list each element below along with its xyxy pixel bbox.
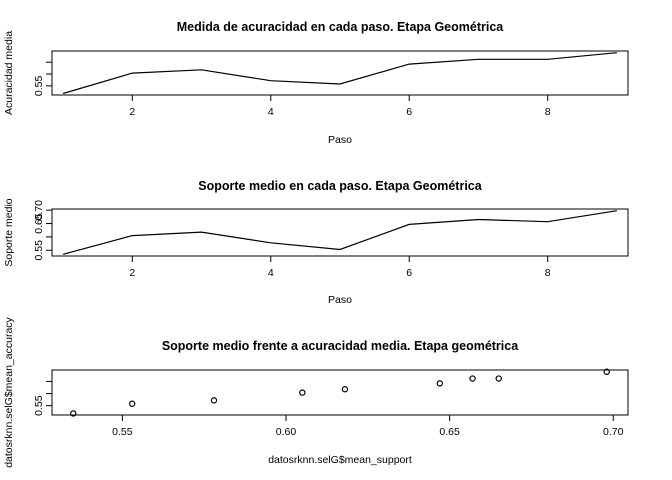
x-tick-label: 4 xyxy=(268,106,274,118)
data-point xyxy=(128,400,136,407)
data-point xyxy=(299,389,306,396)
x-tick-label: 2 xyxy=(129,267,135,279)
data-point xyxy=(70,410,77,417)
chart-title: Soporte medio frente a acuracidad media.… xyxy=(162,339,519,353)
x-axis-label: Paso xyxy=(328,134,352,146)
chart-panel-2: Soporte medio en cada paso. Etapa Geomét… xyxy=(3,179,629,306)
x-tick-label: 6 xyxy=(406,267,412,279)
x-tick-label: 0.55 xyxy=(112,426,133,438)
data-point xyxy=(495,375,502,382)
y-axis: 0.55 xyxy=(33,61,52,97)
x-tick-label: 2 xyxy=(129,106,135,118)
scatter-points xyxy=(70,368,610,417)
y-tick-label: 0.70 xyxy=(33,200,45,221)
x-tick-label: 8 xyxy=(545,267,551,279)
y-axis: 0.55 xyxy=(33,380,52,416)
x-axis: 2 4 6 8 xyxy=(129,95,551,118)
data-point xyxy=(210,397,218,404)
plot-frame xyxy=(51,50,629,96)
data-point xyxy=(341,386,349,393)
y-tick-label: 0.65 xyxy=(33,213,45,234)
x-axis: 0.55 0.60 0.65 0.70 xyxy=(112,415,624,438)
chart-title: Soporte medio en cada paso. Etapa Geomét… xyxy=(198,179,482,193)
chart-title: Medida de acuracidad en cada paso. Etapa… xyxy=(177,20,505,34)
y-tick-label: 0.55 xyxy=(33,240,45,261)
x-tick-label: 0.65 xyxy=(439,426,460,438)
x-axis-label: datosrknn.selG$mean_support xyxy=(268,454,412,466)
plot-frame xyxy=(51,369,629,416)
chart-panel-3: Soporte medio frente a acuracidad media.… xyxy=(3,316,629,468)
series-line xyxy=(62,210,617,255)
y-axis-label: Soporte medio xyxy=(3,198,15,266)
x-tick-label: 4 xyxy=(268,267,274,279)
x-tick-label: 6 xyxy=(406,106,412,118)
y-axis-label: datosrknn.selG$mean_accuracy xyxy=(3,316,15,467)
data-point xyxy=(469,375,476,382)
x-axis: 2 4 6 8 xyxy=(129,256,551,279)
x-tick-label: 0.70 xyxy=(603,426,624,438)
series-line xyxy=(62,52,617,95)
data-point xyxy=(436,380,444,387)
y-tick-label: 0.55 xyxy=(33,76,45,97)
chart-panel-1: Medida de acuracidad en cada paso. Etapa… xyxy=(3,20,629,146)
y-axis: 0.55 0.650.70 xyxy=(33,200,52,261)
data-point xyxy=(603,368,610,375)
x-axis-label: Paso xyxy=(328,294,352,306)
plot-frame xyxy=(51,208,629,257)
y-tick-label: 0.55 xyxy=(33,395,45,416)
y-axis-label: Acuracidad media xyxy=(3,31,15,115)
x-tick-label: 8 xyxy=(545,106,551,118)
x-tick-label: 0.60 xyxy=(276,426,297,438)
